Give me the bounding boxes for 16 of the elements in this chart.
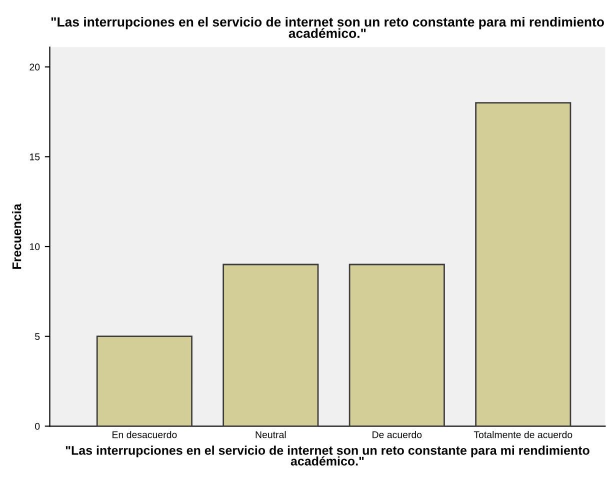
x-tick-label: De acuerdo [372,431,422,438]
x-tick-label: Totalmente de acuerdo [474,431,572,438]
x-axis-title: "Las interrupciones en el servicio de internet son un reto constante para mi rendimiento académico." [66,446,590,466]
chart-title: "Las interrupciones en el servicio de internet son un reto constante para mi rendimiento académico." [51,16,604,38]
y-tick-label: 0 [35,422,40,430]
y-axis-title: Frecuencia [12,204,22,269]
y-tick-label: 5 [35,333,40,340]
y-tick-label: 20 [30,64,40,71]
bar [96,336,192,426]
bar [475,102,572,426]
bar [222,264,319,426]
y-tick-label: 10 [30,243,40,250]
x-tick-label: En desacuerdo [112,431,177,438]
y-tick-label: 15 [30,154,40,160]
bar [348,264,445,426]
x-tick-label: Neutral [256,431,286,438]
